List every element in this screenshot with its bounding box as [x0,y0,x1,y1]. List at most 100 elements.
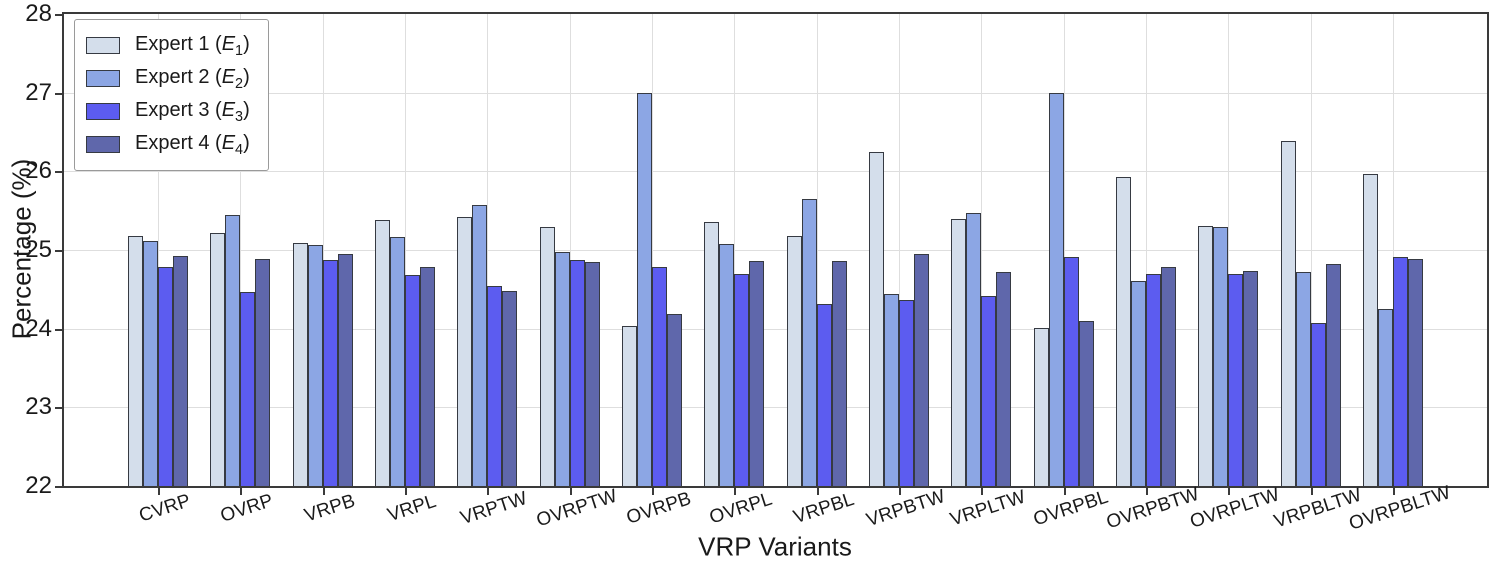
bar-ovrpbl-e2 [1048,92,1064,486]
x-tick-mark [816,488,819,495]
bar-ovrpb-e3 [652,267,667,486]
legend-swatch-expert-2 [86,70,120,87]
bar-ovrpltw-e3 [1228,274,1244,486]
x-tick-label-vrpbl: VRPBL [790,488,857,529]
bar-ovrpbltw-e3 [1393,257,1408,486]
bar-vrpbltw-e2 [1295,272,1311,486]
bar-vrpbltw-e4 [1325,264,1341,486]
x-tick-mark [405,488,407,495]
y-tick-label: 28 [25,0,52,27]
x-tick-mark [1393,488,1395,495]
x-axis-title: VRP Variants [698,531,852,562]
x-tick-mark [981,488,984,495]
bar-vrptw-e3 [487,286,503,486]
x-tick-label-vrpbtw: VRPBTW [863,485,948,532]
bar-vrpl-e3 [405,275,420,486]
x-tick-mark [1063,488,1066,495]
x-tick-mark [1228,488,1231,495]
bar-ovrp-e1 [210,233,226,486]
bar-vrpbtw-e1 [869,151,884,486]
x-tick-mark [158,488,160,495]
x-tick-mark [487,488,490,495]
x-tick-label-ovrpl: OVRPL [707,488,776,529]
bar-ovrptw-e3 [569,260,585,486]
horizontal-gridline [64,92,1487,94]
y-tick-label: 22 [25,472,52,499]
x-tick-mark [652,488,654,495]
bar-ovrpbtw-e4 [1161,266,1176,486]
bar-vrptw-e2 [472,205,488,486]
x-tick-label-ovrptw: OVRPTW [533,485,620,532]
bar-ovrpbtw-e1 [1116,176,1131,486]
vertical-gridline [899,14,900,486]
bar-ovrpbltw-e1 [1363,173,1378,486]
bar-ovrp-e4 [255,258,271,486]
x-tick-label-ovrpltw: OVRPLTW [1187,484,1283,533]
horizontal-gridline [64,407,1487,409]
bar-ovrptw-e1 [539,227,555,486]
bar-ovrpbl-e1 [1033,327,1049,486]
bar-vrpbtw-e2 [884,294,899,486]
legend-item-expert-2: Expert 2 (E2) [86,62,250,95]
x-tick-label-vrpb: VRPB [301,490,358,527]
legend-item-expert-3: Expert 3 (E3) [86,95,250,128]
y-tick-mark [55,14,62,16]
bar-vrpb-e1 [292,242,308,486]
bar-ovrptw-e2 [554,252,570,486]
y-tick-mark [55,328,62,331]
bar-cvrp-e2 [143,240,158,486]
y-tick-label: 26 [25,157,52,185]
legend-item-expert-1: Expert 1 (E1) [86,29,250,62]
y-tick-mark [55,171,62,174]
y-tick-label: 23 [25,393,52,421]
x-tick-label-ovrpbltw: OVRPBLTW [1346,482,1454,535]
vertical-gridline [569,14,571,486]
legend-item-expert-4: Expert 4 (E4) [86,128,250,161]
x-tick-mark [1146,488,1148,495]
bar-vrpltw-e2 [966,213,982,486]
bar-ovrpbtw-e3 [1146,274,1161,486]
vertical-gridline [1393,14,1394,486]
vertical-gridline [734,14,736,486]
vertical-gridline [1310,14,1312,486]
bar-vrpltw-e4 [996,272,1012,486]
bar-vrpbl-e3 [816,304,832,486]
x-tick-mark [569,488,572,495]
bar-ovrpl-e4 [749,261,765,486]
bar-cvrp-e3 [158,266,173,486]
y-tick-mark [55,250,62,252]
vertical-gridline [158,14,159,486]
bar-vrpltw-e1 [951,219,967,486]
vertical-gridline [1228,14,1230,486]
legend-label-expert-2: Expert 2 (E2) [135,65,250,92]
bar-ovrpbltw-e4 [1408,259,1423,486]
y-tick-mark [55,92,62,95]
legend-swatch-expert-4 [86,136,120,153]
x-tick-mark [899,488,901,495]
legend-swatch-expert-1 [86,37,120,54]
bar-ovrpl-e1 [704,222,720,486]
vertical-gridline [240,14,242,486]
y-tick-label: 27 [25,78,52,106]
bar-ovrptw-e4 [584,261,600,486]
x-tick-mark [322,488,325,495]
legend-label-expert-4: Expert 4 (E4) [135,131,250,158]
bar-ovrpbl-e3 [1063,257,1079,486]
bar-ovrpl-e3 [734,273,750,486]
bar-vrpbltw-e3 [1310,323,1326,486]
y-tick-label: 24 [25,314,52,342]
vertical-gridline [322,14,324,486]
vertical-gridline [487,14,489,486]
y-tick-mark [55,486,62,488]
bar-vrpbl-e1 [786,235,802,486]
bar-ovrp-e3 [240,292,256,486]
x-tick-mark [240,488,243,495]
x-tick-label-vrpl: VRPL [384,490,439,527]
x-tick-label-ovrp: OVRP [218,490,277,527]
vertical-gridline [1063,14,1065,486]
bar-ovrpbtw-e2 [1131,281,1146,486]
bar-vrpl-e2 [390,236,405,486]
x-tick-label-cvrp: CVRP [136,490,194,527]
x-tick-label-vrpltw: VRPLTW [947,486,1029,531]
